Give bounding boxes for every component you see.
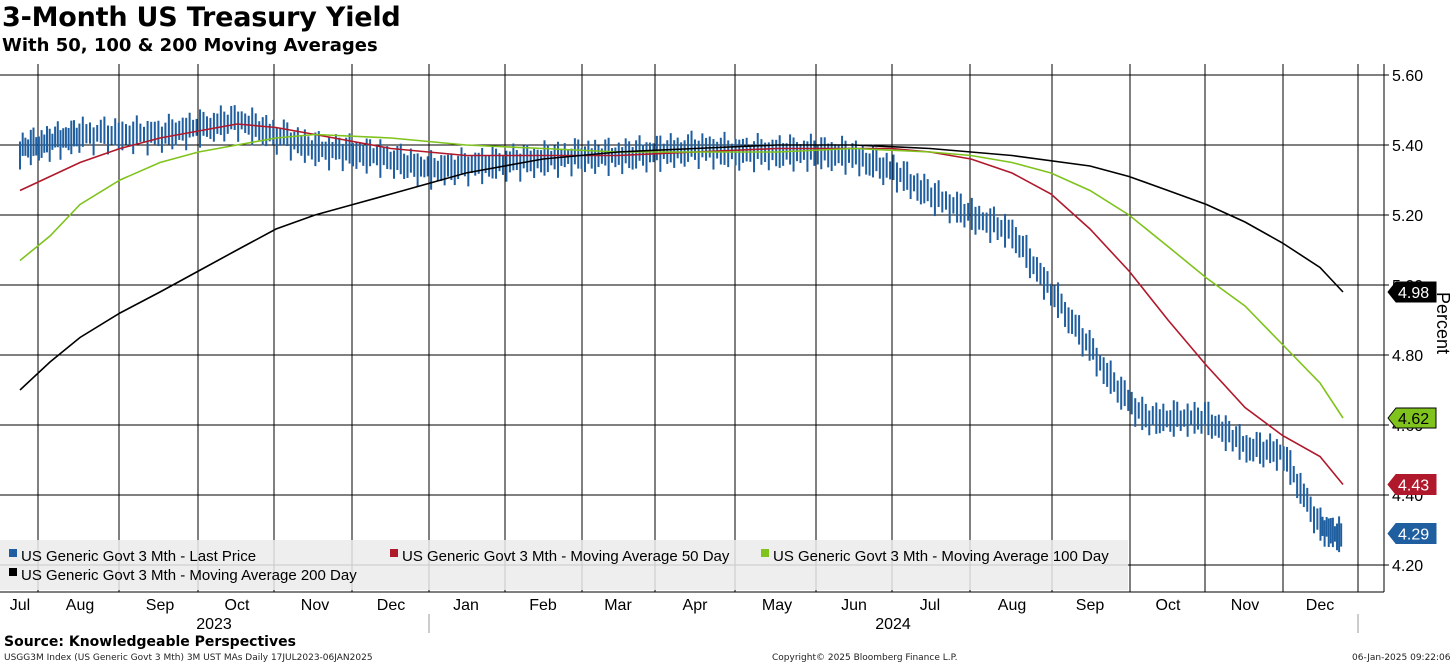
tag-label: 4.62 xyxy=(1398,411,1429,428)
x-tick-label: Jan xyxy=(453,597,479,614)
copyright: Copyright© 2025 Bloomberg Finance L.P. xyxy=(772,653,958,663)
x-tick-label: Dec xyxy=(377,597,405,614)
legend-swatch xyxy=(761,549,769,557)
x-tick-label: Nov xyxy=(301,597,329,614)
legend-label: US Generic Govt 3 Mth - Moving Average 5… xyxy=(402,548,730,565)
ma200-line xyxy=(19,144,1344,391)
x-tick-label: Sep xyxy=(146,597,175,614)
x-tick-label: Jul xyxy=(920,597,940,614)
y-axis-label: Percent xyxy=(1433,292,1453,354)
ma50-last-value-tag: 4.43 xyxy=(1387,474,1437,495)
ma50-line xyxy=(19,123,1344,486)
x-tick-label: Mar xyxy=(604,597,632,614)
x-tick-label: Jul xyxy=(10,597,30,614)
y-tick-label: 5.60 xyxy=(1392,68,1423,85)
x-tick-label: Oct xyxy=(1156,597,1181,614)
legend-label: US Generic Govt 3 Mth - Moving Average 2… xyxy=(21,567,357,584)
y-tick-label: 5.40 xyxy=(1392,138,1423,155)
price-last-value-tag: 4.29 xyxy=(1387,523,1437,544)
chart-subtitle: With 50, 100 & 200 Moving Averages xyxy=(2,35,378,56)
legend-background xyxy=(0,540,1128,590)
x-tick-label: Aug xyxy=(998,597,1026,614)
x-tick-label: Oct xyxy=(225,597,250,614)
price-bars xyxy=(19,105,1343,553)
tag-label: 4.29 xyxy=(1398,527,1429,544)
x-tick-label: Sep xyxy=(1076,597,1105,614)
x-tick-label: Feb xyxy=(529,597,557,614)
ma200-last-value-tag: 4.98 xyxy=(1387,281,1437,303)
y-tick-label: 5.20 xyxy=(1392,208,1423,225)
legend-label: US Generic Govt 3 Mth - Last Price xyxy=(21,548,256,565)
year-label: 2024 xyxy=(875,616,911,633)
year-label: 2023 xyxy=(196,616,232,633)
tag-shape xyxy=(1387,474,1437,495)
last-value-tags: 4.98 4.62 4.43 4.29 xyxy=(1387,281,1437,544)
x-tick-label: Jun xyxy=(841,597,867,614)
x-tick-label: May xyxy=(762,597,792,614)
tag-label: 4.98 xyxy=(1398,285,1429,302)
yield-chart: 5.605.405.205.004.804.604.404.20PercentJ… xyxy=(0,64,1453,633)
legend-swatch xyxy=(390,549,398,557)
tag-shape xyxy=(1387,407,1437,429)
ma100-last-value-tag: 4.62 xyxy=(1387,407,1437,429)
chart-title: 3-Month US Treasury Yield xyxy=(2,2,401,33)
tag-label: 4.43 xyxy=(1398,478,1429,495)
moving-average-lines xyxy=(19,123,1344,486)
x-tick-label: Nov xyxy=(1231,597,1259,614)
legend-label: US Generic Govt 3 Mth - Moving Average 1… xyxy=(773,548,1109,565)
ma100-line xyxy=(19,133,1344,419)
x-tick-label: Apr xyxy=(683,597,709,614)
tag-shape xyxy=(1387,523,1437,544)
source-note: Source: Knowledgeable Perspectives xyxy=(4,634,296,650)
legend-swatch xyxy=(9,568,17,576)
x-tick-label: Aug xyxy=(66,597,94,614)
y-tick-label: 4.20 xyxy=(1392,558,1423,575)
legend: US Generic Govt 3 Mth - Last Price US Gen… xyxy=(0,540,1128,590)
x-tick-label: Dec xyxy=(1306,597,1334,614)
index-description: USGG3M Index (US Generic Govt 3 Mth) 3M … xyxy=(4,653,373,663)
grid xyxy=(0,64,1384,592)
legend-swatch xyxy=(9,549,17,557)
timestamp: 06-Jan-2025 09:22:06 xyxy=(1352,653,1451,663)
tag-shape xyxy=(1387,281,1437,303)
y-tick-label: 4.80 xyxy=(1392,348,1423,365)
